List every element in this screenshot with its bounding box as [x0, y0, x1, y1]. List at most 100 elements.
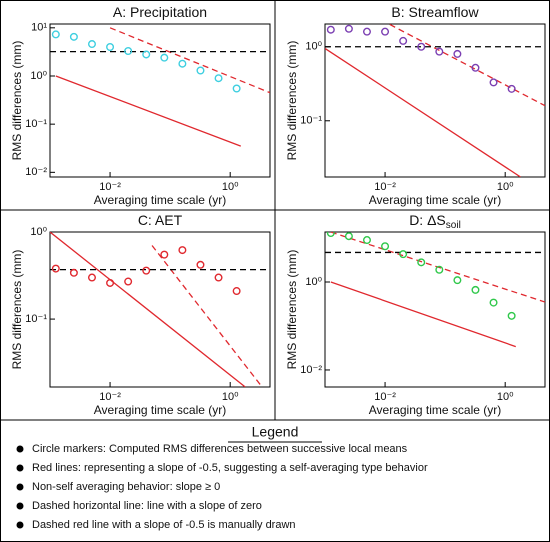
- y-tick-label: 10⁻²: [25, 166, 47, 178]
- marker: [344, 24, 353, 33]
- plot-area: [50, 232, 270, 387]
- legend-bullet: [16, 502, 24, 510]
- marker: [362, 27, 371, 36]
- panel-title-text: D: ΔS: [409, 212, 446, 228]
- marker: [471, 63, 480, 72]
- y-axis-label: RMS differences (mm): [10, 250, 24, 370]
- legend-item: Dashed red line with a slope of -0.5 is …: [32, 519, 296, 531]
- marker: [417, 42, 426, 51]
- y-tick-label: 10⁻¹: [25, 118, 47, 130]
- marker: [381, 242, 390, 251]
- plot-frame: [49, 23, 271, 178]
- marker: [435, 265, 444, 274]
- legend-title: Legend: [252, 424, 299, 440]
- marker: [142, 266, 151, 275]
- legend-bullet: [16, 445, 24, 453]
- y-axis-label: RMS differences (mm): [285, 41, 299, 161]
- marker: [453, 49, 462, 58]
- x-tick-label: 10⁰: [497, 181, 514, 193]
- panel-title: D: ΔSsoil: [409, 212, 461, 231]
- marker: [507, 84, 516, 93]
- plot-area: [325, 232, 545, 348]
- marker: [87, 273, 96, 282]
- x-tick-label: 10⁻²: [374, 181, 396, 193]
- panel-title: A: Precipitation: [113, 4, 207, 20]
- x-axis-label: Averaging time scale (yr): [94, 403, 227, 417]
- plot-frame: [324, 23, 546, 178]
- plot-frame: [324, 231, 546, 388]
- marker: [51, 30, 60, 39]
- solid-line: [325, 47, 521, 177]
- marker: [106, 278, 115, 287]
- marker: [87, 40, 96, 49]
- marker: [381, 27, 390, 36]
- marker: [214, 273, 223, 282]
- marker: [178, 59, 187, 68]
- x-axis-label: Averaging time scale (yr): [369, 193, 502, 207]
- marker: [326, 25, 335, 34]
- marker: [435, 47, 444, 56]
- plot-area: [325, 24, 545, 177]
- marker: [69, 32, 78, 41]
- x-tick-label: 10⁰: [222, 181, 239, 193]
- panel-title-text: A: Precipitation: [113, 4, 207, 20]
- legend-item: Circle markers: Computed RMS differences…: [32, 443, 408, 455]
- y-axis-label: RMS differences (mm): [285, 250, 299, 370]
- marker: [399, 250, 408, 259]
- dashed-line: [389, 24, 545, 107]
- marker: [51, 264, 60, 273]
- x-tick-label: 10⁰: [222, 391, 239, 403]
- marker: [124, 47, 133, 56]
- marker: [399, 36, 408, 45]
- solid-line: [330, 281, 516, 348]
- y-tick-label: 10⁰: [305, 41, 322, 53]
- y-tick-label: 10⁻¹: [300, 115, 322, 127]
- x-tick-label: 10⁰: [497, 391, 514, 403]
- x-tick-label: 10⁻²: [99, 391, 121, 403]
- marker: [344, 232, 353, 241]
- panel-title: C: AET: [138, 212, 183, 228]
- legend-bullet: [16, 464, 24, 472]
- marker: [160, 250, 169, 259]
- plot-frame: [49, 231, 271, 388]
- legend-item: Red lines: representing a slope of -0.5,…: [32, 462, 428, 474]
- dashed-line: [151, 245, 263, 387]
- marker: [489, 78, 498, 87]
- y-tick-label: 10¹: [31, 22, 47, 34]
- marker: [232, 84, 241, 93]
- panel-title-text: B: Streamflow: [391, 4, 479, 20]
- marker: [124, 277, 133, 286]
- marker: [453, 276, 462, 285]
- panel-title-sub: soil: [446, 220, 461, 231]
- plot-area: [50, 27, 270, 147]
- solid-line: [50, 232, 246, 387]
- marker: [69, 268, 78, 277]
- y-tick-label: 10⁻¹: [25, 313, 47, 325]
- marker: [489, 298, 498, 307]
- panel-title-text: C: AET: [138, 212, 183, 228]
- marker: [142, 50, 151, 59]
- y-tick-label: 10⁰: [305, 276, 322, 288]
- marker: [196, 260, 205, 269]
- marker: [106, 42, 115, 51]
- solid-line: [55, 75, 241, 147]
- marker: [471, 285, 480, 294]
- marker: [232, 287, 241, 296]
- x-axis-label: Averaging time scale (yr): [369, 403, 502, 417]
- legend-bullet: [16, 521, 24, 529]
- y-axis-label: RMS differences (mm): [10, 41, 24, 161]
- marker: [507, 311, 516, 320]
- x-axis-label: Averaging time scale (yr): [94, 193, 227, 207]
- marker: [326, 232, 335, 238]
- x-tick-label: 10⁻²: [374, 391, 396, 403]
- dashed-line: [109, 27, 270, 94]
- marker: [362, 236, 371, 245]
- y-tick-label: 10⁰: [30, 226, 47, 238]
- marker: [417, 258, 426, 267]
- marker: [160, 53, 169, 62]
- y-tick-label: 10⁰: [30, 70, 47, 82]
- marker: [214, 74, 223, 83]
- legend-item: Dashed horizontal line: line with a slop…: [32, 500, 262, 512]
- y-tick-label: 10⁻²: [300, 364, 322, 376]
